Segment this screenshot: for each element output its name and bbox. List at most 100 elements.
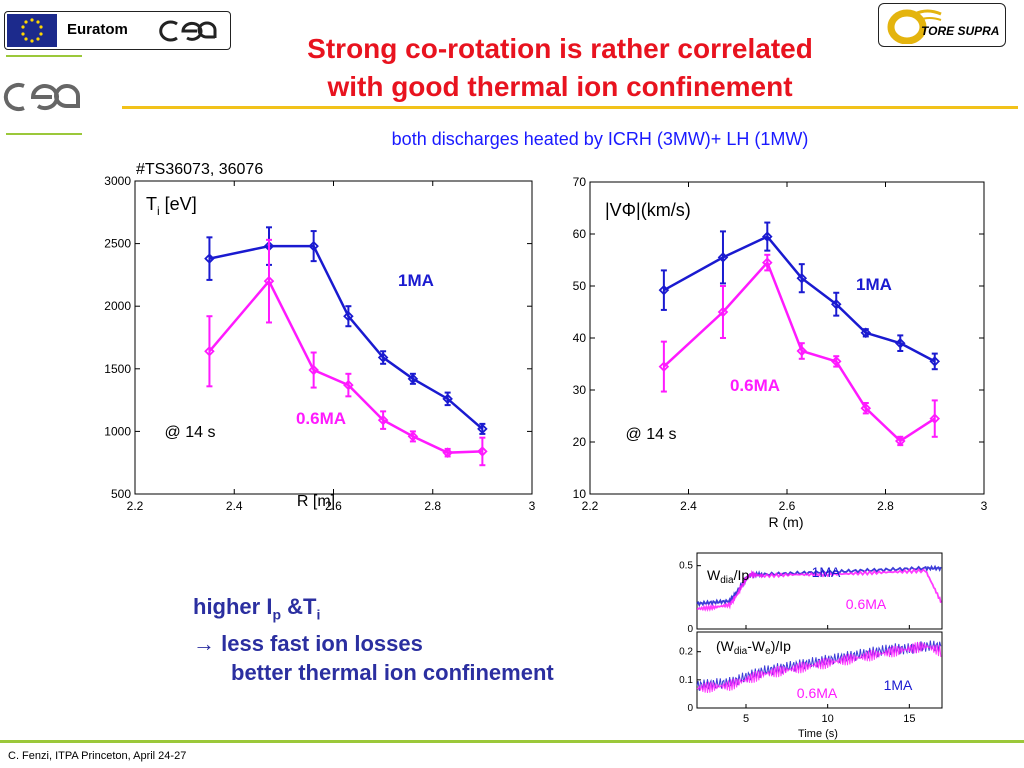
x-axis-label: R (m) (769, 514, 804, 530)
plot-area (589, 181, 985, 495)
summary-line-1-sub2: i (316, 606, 321, 623)
footer-rule (0, 740, 1024, 743)
x-tick-label: 3 (981, 499, 988, 513)
data-point (308, 240, 319, 252)
y-tick-label: 2500 (104, 237, 131, 251)
tore-supra-emblem-icon (887, 9, 942, 44)
series-label-06ma: 0.6MA (296, 409, 346, 428)
summary-line-2: → less fast ion losses (193, 631, 423, 657)
data-point (717, 306, 729, 318)
data-point (263, 275, 275, 287)
x-tick-label: 2.8 (877, 499, 894, 513)
series-trace (696, 640, 942, 691)
data-point (895, 337, 906, 349)
series-label-1ma: 1MA (856, 275, 892, 294)
y-tick-label: 20 (573, 435, 587, 449)
series-line (663, 260, 936, 443)
series-trace (696, 568, 942, 612)
y-tick-label: 10 (573, 487, 587, 501)
ti-chart: 2.2 2.4 2.6 2.8 3 500 1000 1500 2000 2500 3000 1MA 0… (104, 161, 535, 513)
data-point (263, 240, 275, 252)
data-point (377, 414, 389, 426)
x-tick-label: 2.8 (424, 499, 441, 513)
data-point (407, 373, 419, 385)
data-point (895, 435, 906, 447)
data-point (717, 252, 729, 263)
data-point (796, 272, 808, 284)
footer-text: C. Fenzi, ITPA Princeton, April 24-27 (8, 750, 187, 762)
y-tick-label: 40 (573, 331, 587, 345)
summary-line-1-b: &T (281, 594, 317, 619)
summary-line-1-sub1: p (272, 606, 282, 623)
y-tick-label: 1500 (104, 362, 131, 376)
cea-small-logo-icon (159, 20, 217, 42)
title-rule (122, 106, 1018, 109)
series-line (208, 278, 483, 454)
title-line-2: with good thermal ion confinement (327, 71, 793, 102)
series-trace (696, 564, 942, 608)
data-point (343, 379, 354, 391)
x-tick-label: 10 (822, 713, 834, 725)
time-label: @ 14 s (626, 426, 677, 443)
vphi-chart: 2.2 2.4 2.6 2.8 3 10 20 30 40 50 60 70 1MA 0.6MA @ 14 … (573, 175, 988, 530)
data-point (407, 431, 419, 442)
wdia-chart: 0 0.5 Wdia/Ip 1MA 0.6MA (679, 552, 943, 635)
y-tick-label: 3000 (104, 174, 131, 188)
y-tick-label: 50 (573, 279, 587, 293)
data-point (204, 253, 215, 264)
data-point (762, 231, 773, 242)
x-tick-label: 3 (529, 499, 536, 513)
y-tick-label: 0.1 (679, 675, 693, 686)
data-point (860, 402, 872, 414)
plot-area (696, 631, 943, 709)
data-point (796, 345, 808, 357)
plot-area (134, 180, 533, 495)
series-line (209, 244, 484, 430)
data-point (477, 446, 488, 457)
x-tick-label: 5 (743, 713, 749, 725)
cea-large-logo-icon (3, 83, 80, 111)
x-tick-label: 2.4 (680, 499, 697, 513)
plot-area (696, 552, 943, 630)
data-point (377, 352, 389, 363)
series-label-06ma: 0.6MA (797, 685, 838, 701)
summary-line-1-a: higher I (193, 594, 273, 619)
wdia-we-chart: 0 0.1 0.2 (Wdia-We)/Ip 1MA 0.6MA 5 10 15 Time (s) (679, 631, 943, 740)
series-line (663, 235, 936, 363)
y-tick-label: 70 (573, 175, 587, 189)
series-label-06ma: 0.6MA (846, 596, 887, 612)
y-axis-label: (Wdia-We)/Ip (716, 638, 791, 657)
data-point (343, 310, 354, 322)
data-point (658, 284, 670, 296)
y-tick-label: 0 (687, 624, 693, 635)
slide-title: Strong co-rotation is rather correlated … (200, 30, 920, 106)
data-point (929, 356, 941, 367)
data-point (830, 356, 842, 367)
data-point (860, 327, 872, 339)
y-tick-label: 30 (573, 383, 587, 397)
series-trace (696, 641, 942, 694)
summary-text: higher Ip &Ti → less fast ion losses bet… (193, 592, 554, 687)
data-point (477, 423, 488, 435)
summary-line-1: higher Ip &Ti (193, 592, 554, 629)
logo-divider-bottom (6, 133, 82, 135)
summary-line-3: better thermal ion confinement (231, 660, 554, 686)
tore-supra-logo: TORE SUPRA (878, 3, 1006, 47)
data-point (830, 298, 842, 310)
euratom-label: Euratom (67, 21, 128, 38)
title-line-1: Strong co-rotation is rather correlated (307, 33, 813, 64)
series-label-1ma: 1MA (812, 564, 841, 580)
data-point (658, 361, 670, 372)
data-point (762, 257, 773, 268)
x-tick-label: 2.2 (127, 499, 144, 513)
y-tick-label: 0 (687, 703, 693, 714)
time-label: @ 14 s (165, 424, 216, 441)
x-tick-label: 15 (903, 713, 915, 725)
data-point (929, 413, 941, 424)
x-tick-label: 2.2 (582, 499, 599, 513)
y-tick-label: 0.2 (679, 647, 693, 658)
y-tick-label: 0.5 (679, 561, 693, 572)
y-axis-label: |VΦ|(km/s) (605, 200, 691, 220)
series-label-06ma: 0.6MA (730, 376, 780, 395)
x-axis-label: R [m] (297, 493, 335, 510)
